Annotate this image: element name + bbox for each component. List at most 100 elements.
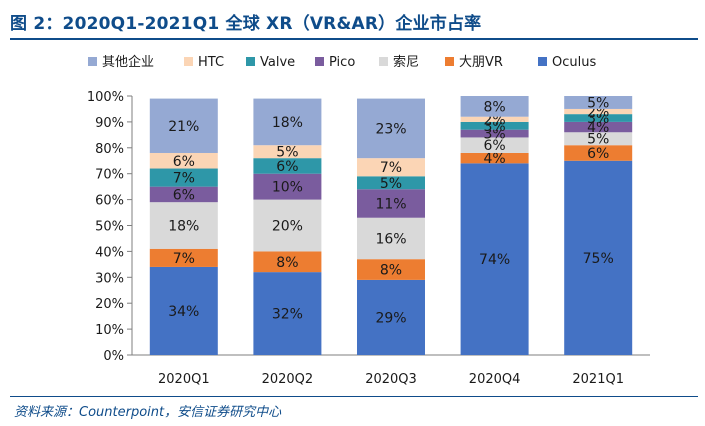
data-label: 18% — [168, 219, 199, 235]
bar-stack-2020q4: 74%4%6%3%3%2%8% — [460, 96, 529, 355]
bar-segment-valve — [357, 176, 425, 190]
data-label: 5% — [587, 95, 609, 111]
bar-segment-htc — [149, 152, 218, 169]
bar-stack-2020q1: 34%7%18%6%7%6%21% — [149, 98, 218, 355]
legend-label: 其他企业 — [102, 54, 154, 70]
data-label: 23% — [375, 121, 406, 137]
bar-segment-valve — [564, 114, 633, 122]
bar-segment-item — [564, 132, 633, 146]
data-label: 3% — [483, 127, 505, 143]
legend-label: 索尼 — [393, 55, 419, 70]
bar-segment-oculus — [253, 272, 322, 355]
bar-segment-item — [564, 96, 633, 109]
bar-stack-2020q3: 29% 8% 16% 11% 5%7% 23% — [357, 98, 425, 355]
data-label: 20% — [272, 219, 303, 235]
bar-segment-item — [357, 98, 425, 159]
data-label: 6% — [173, 154, 195, 170]
source-divider — [10, 396, 698, 397]
legend-item-oculus: Oculus — [538, 55, 596, 70]
bar-segment-pico — [149, 186, 218, 203]
bar-stack-2021q1: 75%6%5%4%3%2%5% — [564, 95, 633, 355]
data-label: 6% — [276, 159, 298, 175]
figure-title: 图 2：2020Q1-2021Q1 全球 XR（VR&AR）企业市占率 — [10, 14, 482, 34]
data-label: 7% — [380, 160, 402, 176]
bar-segment-item — [460, 137, 529, 153]
source-note: 资料来源：Counterpoint，安信证券研究中心 — [14, 405, 282, 420]
bar-segment-pico — [460, 129, 529, 138]
bar-segment-htc — [357, 158, 425, 177]
legend-swatch — [445, 57, 454, 66]
data-label: 7% — [173, 251, 195, 267]
data-label: 74% — [479, 252, 510, 268]
data-label: 7% — [173, 171, 195, 187]
bar-segment-item — [253, 98, 322, 146]
y-tick-label: 10% — [95, 323, 124, 338]
bar-segment-oculus — [564, 160, 633, 355]
bar-segment-item — [460, 96, 529, 117]
legend-item-pico: Pico — [315, 55, 355, 70]
legend-swatch — [184, 57, 193, 66]
data-label: 32% — [272, 307, 303, 323]
legend-swatch — [88, 57, 97, 66]
y-tick-label: 20% — [95, 297, 124, 312]
y-tick-label: 0% — [103, 349, 124, 364]
data-label: 5% — [276, 145, 298, 161]
x-tick-label: 2021Q1 — [572, 372, 624, 387]
legend-item-valve: Valve — [246, 55, 295, 70]
y-tick-label: 80% — [95, 142, 124, 157]
legend-item-vr: 大朋VR — [445, 55, 503, 70]
data-label: 11% — [375, 196, 406, 212]
bar-stack-2020q2: 32% 8% 20% 10% 6%5% 18% — [253, 98, 322, 355]
x-tick-label: 2020Q3 — [365, 372, 417, 387]
y-tick-label: 60% — [95, 194, 124, 209]
bar-segment-htc — [564, 108, 633, 115]
x-tick-label: 2020Q1 — [158, 372, 210, 387]
bar-segment-oculus — [149, 266, 218, 355]
bar-segment-htc — [253, 145, 322, 159]
bar-segment-vr — [253, 251, 322, 273]
bar-segment-item — [149, 202, 218, 249]
legend-swatch — [246, 57, 255, 66]
data-label: 21% — [168, 119, 199, 135]
y-tick-label: 30% — [95, 271, 124, 286]
data-label: 4% — [483, 151, 505, 167]
data-label: 16% — [375, 231, 406, 247]
legend-label: HTC — [198, 55, 224, 70]
legend-label: Oculus — [552, 55, 596, 70]
legend-label: Pico — [329, 55, 355, 70]
x-tick-label: 2020Q2 — [262, 372, 314, 387]
bar-segment-vr — [460, 152, 529, 164]
legend-item-item: 索尼 — [379, 55, 419, 70]
bar-segment-vr — [357, 259, 425, 280]
legend-label: 大朋VR — [459, 55, 503, 70]
bar-segment-oculus — [357, 279, 425, 355]
data-label: 3% — [483, 119, 505, 135]
legend-swatch — [315, 57, 324, 66]
data-label: 4% — [587, 120, 609, 136]
bar-segment-item — [253, 199, 322, 252]
data-label: 8% — [276, 255, 298, 271]
data-label: 6% — [173, 187, 195, 203]
bar-segment-vr — [564, 145, 633, 161]
legend-item-item: 其他企业 — [88, 54, 154, 70]
legend-label: Valve — [260, 55, 295, 70]
bar-segment-htc — [460, 116, 529, 122]
y-tick-label: 100% — [87, 90, 124, 105]
data-label: 8% — [380, 263, 402, 279]
bar-segment-valve — [253, 158, 322, 174]
data-label: 5% — [587, 132, 609, 148]
bar-segment-item — [357, 217, 425, 260]
chart-legend: 其他企业 HTC Valve Pico 索尼 大朋VR Oculus — [88, 54, 596, 70]
data-label: 29% — [375, 310, 406, 326]
chart-axes: 0% 10% 20% 30% 40% 50% 60% 70% 80% 90% 100% 2020Q1 2… — [87, 90, 650, 387]
data-label: 18% — [272, 115, 303, 131]
data-label: 3% — [587, 111, 609, 127]
legend-swatch — [538, 57, 547, 66]
bar-segment-pico — [564, 121, 633, 133]
data-label: 75% — [583, 251, 614, 267]
bar-segment-valve — [149, 168, 218, 187]
y-tick-label: 40% — [95, 245, 124, 260]
bar-segment-vr — [149, 248, 218, 267]
data-label: 8% — [483, 99, 505, 115]
